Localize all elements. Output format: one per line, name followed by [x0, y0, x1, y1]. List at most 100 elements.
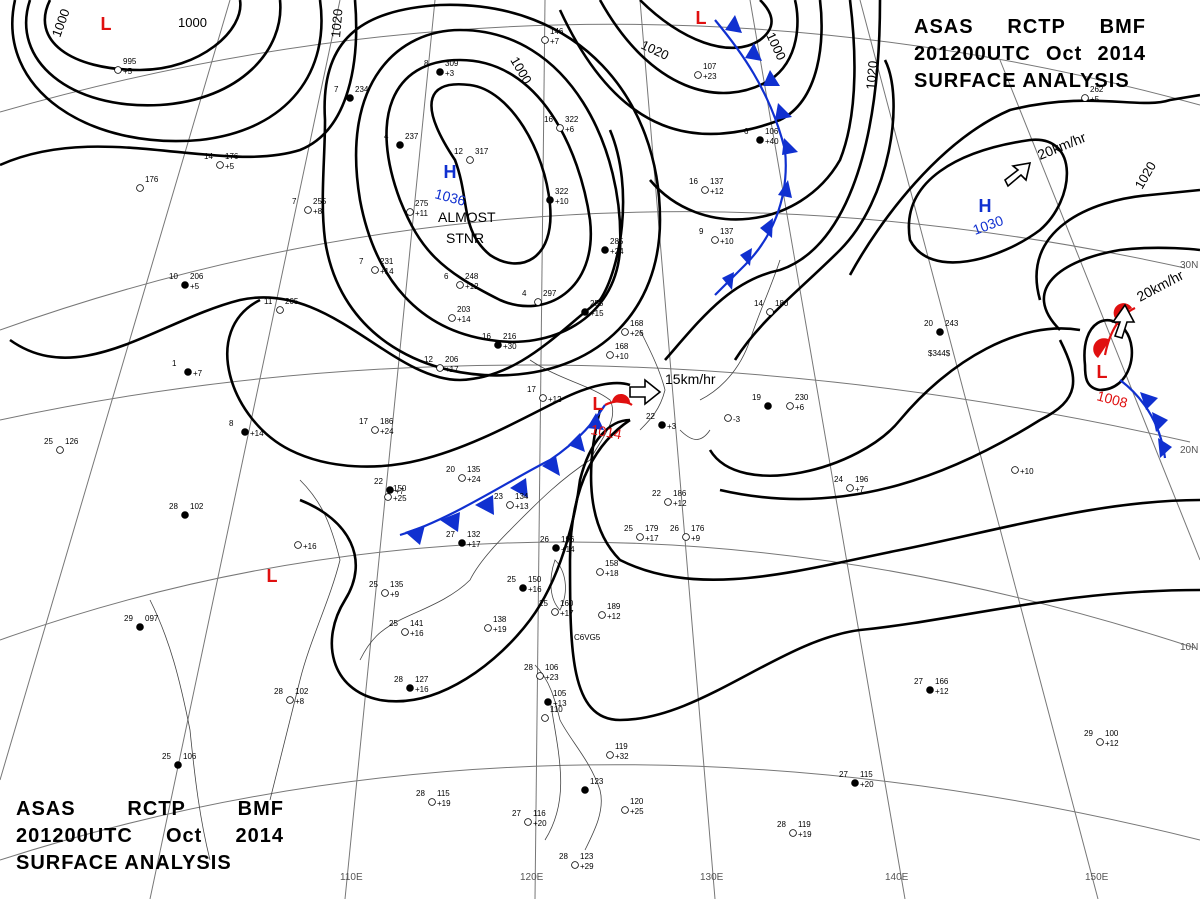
station-pressure-tendency: +16 [410, 629, 424, 638]
motion-speed-label: 15km/hr [665, 371, 716, 387]
station-pressure: 176 [691, 524, 705, 533]
ship-callsign: $344$ [928, 349, 951, 358]
station-pressure: 231 [380, 257, 394, 266]
station-pressure: 150 [528, 575, 542, 584]
station-temperature: 25 [624, 524, 633, 533]
station-pressure-tendency: +3 [667, 422, 677, 431]
station-pressure-tendency: +25 [393, 494, 407, 503]
station-circle [534, 298, 542, 306]
station-circle [694, 71, 702, 79]
station-pressure: 196 [855, 475, 869, 484]
station-temperature: 25 [162, 752, 171, 761]
station-circle [448, 314, 456, 322]
station-temperature: 19 [752, 393, 761, 402]
station-pressure: 166 [935, 677, 949, 686]
front-barb [510, 478, 528, 498]
station-pressure-tendency: +19 [493, 625, 507, 634]
chart-title-bottom-left: ASAS RCTP BMF 201200UTC Oct 2014 SURFACE… [16, 796, 284, 877]
station-pressure-tendency: +10 [720, 237, 734, 246]
station-code: RCTP [127, 798, 186, 820]
warm-front-bulge [1093, 338, 1110, 358]
station-circle [401, 628, 409, 636]
parallel-line [0, 211, 1186, 331]
isobar [1083, 319, 1134, 392]
agency-code: ASAS [914, 16, 974, 38]
station-pressure-tendency: +9 [691, 534, 701, 543]
station-temperature: 7 [292, 197, 297, 206]
station-pressure: 146 [550, 27, 564, 36]
station-circle [766, 308, 774, 316]
isobar [321, 3, 662, 377]
station-circle [581, 308, 589, 316]
station-pressure: 115 [860, 770, 873, 779]
station-pressure-tendency: +16 [303, 542, 317, 551]
coastline-taiwan [550, 559, 566, 611]
low-pressure-symbol: L [101, 14, 112, 34]
office-code: BMF [237, 798, 284, 820]
station-circle [926, 686, 934, 694]
isobar [639, 0, 773, 50]
valid-month: Oct [166, 825, 203, 847]
station-temperature: 4 [384, 132, 389, 141]
front-barb [405, 525, 425, 545]
isobar-value-label: 1000 [178, 15, 207, 30]
isobar-value-label: 1020 [863, 60, 880, 90]
parallel-line [0, 541, 1196, 649]
isobar-value-label: 1020 [1132, 159, 1159, 192]
isobar [9, 129, 625, 382]
station-circle [484, 624, 492, 632]
high-pressure-symbol: H [979, 196, 992, 216]
station-temperature: 28 [274, 687, 283, 696]
station-pressure-tendency: +32 [615, 752, 629, 761]
station-pressure: 255 [313, 197, 327, 206]
station-temperature: 11 [264, 297, 273, 306]
station-circle [294, 541, 302, 549]
station-circle [371, 266, 379, 274]
isobar-value-label: 1000 [507, 54, 534, 87]
station-pressure-tendency: +14 [457, 315, 471, 324]
isobar [226, 298, 631, 468]
station-pressure: 216 [503, 332, 517, 341]
station-circle [136, 184, 144, 192]
station-circle [711, 236, 719, 244]
station-temperature: 25 [389, 619, 398, 628]
station-circle [406, 208, 414, 216]
station-temperature: 25 [44, 437, 53, 446]
station-pressure: 137 [720, 227, 734, 236]
station-pressure: 135 [467, 465, 481, 474]
station-pressure-tendency: +7 [395, 487, 405, 496]
station-circle [851, 779, 859, 787]
isobars [0, 0, 1200, 722]
station-pressure: 158 [605, 559, 619, 568]
station-code: RCTP [1007, 16, 1066, 38]
station-circle [541, 36, 549, 44]
valid-time: 201200UTC [914, 43, 1031, 65]
station-pressure: 322 [555, 187, 569, 196]
front-barb [778, 180, 792, 198]
valid-time: 201200UTC [16, 825, 133, 847]
isobar [568, 418, 1200, 722]
motion-arrows [629, 162, 1136, 406]
low-pressure-symbol: L [1097, 362, 1108, 382]
low-pressure-symbol: L [593, 394, 604, 414]
isobar [354, 28, 622, 344]
station-pressure-tendency: +23 [545, 673, 559, 682]
station-pressure-tendency: +13 [515, 502, 529, 511]
central-pressure-value: 1036 [433, 185, 467, 209]
front-barb [722, 272, 734, 290]
title-line-2: 201200UTC Oct 2014 [16, 823, 284, 850]
station-circle [56, 446, 64, 454]
latitude-label: 30N [1180, 260, 1198, 271]
station-circle [724, 414, 732, 422]
stationary-note: ALMOST [438, 209, 496, 225]
station-pressure: 102 [295, 687, 309, 696]
isobar-value-label: 1020 [328, 8, 345, 38]
station-circle [756, 136, 764, 144]
station-pressure: 309 [445, 59, 459, 68]
station-circle [114, 66, 122, 74]
warm-front-bulge [612, 393, 631, 404]
station-pressure-tendency: +20 [860, 780, 874, 789]
station-circle [764, 402, 772, 410]
